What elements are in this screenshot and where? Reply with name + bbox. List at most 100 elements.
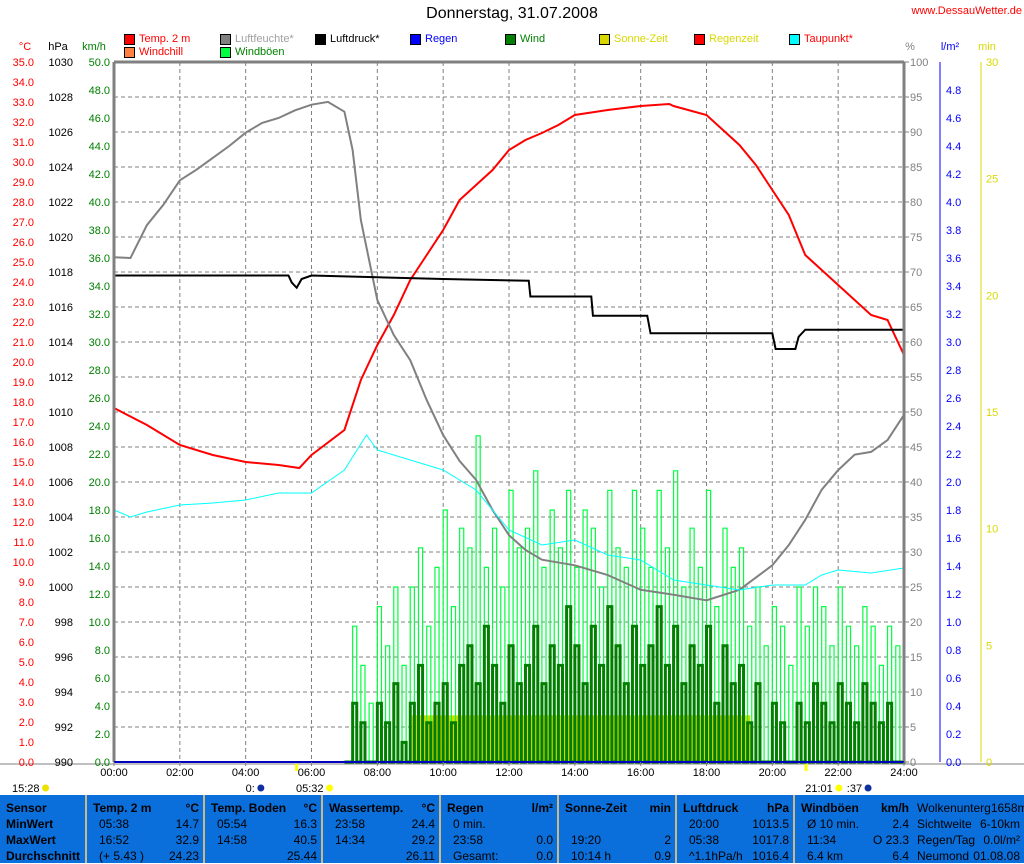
tick-label-temp: 14.0 xyxy=(13,477,34,489)
site-link[interactable]: www.DessauWetter.de xyxy=(911,5,1022,17)
legend-swatch xyxy=(220,46,231,58)
tick-label-wind: 40.0 xyxy=(89,197,110,209)
series-luftfeuchte- xyxy=(113,100,905,602)
cell-time: Ø 10 min. xyxy=(807,817,860,831)
stats-column: Temp. 2 m °C 05:38 14.7 16:52 32.9 (+ 5.43 ) 24… xyxy=(87,795,205,863)
tick-label-wind: 34.0 xyxy=(89,281,110,293)
series-taupunkt- xyxy=(113,434,905,591)
tick-label-humidity: 55 xyxy=(910,372,922,384)
tick-label-humidity: 25 xyxy=(910,582,922,594)
stats-column: Temp. Boden °C 05:54 16.3 14:58 40.5 25.44 xyxy=(205,795,323,863)
cell-value: 32.9 xyxy=(175,833,199,847)
cell-value: 40.5 xyxy=(293,833,317,847)
tick-label-pressure: 1026 xyxy=(49,127,73,139)
cell-value: 2.4 xyxy=(892,817,909,831)
legend-label: Regenzeit xyxy=(709,33,759,45)
tick-label-pressure: 1018 xyxy=(49,267,73,279)
x-tick-label: 16:00 xyxy=(627,767,655,779)
series-luftdruck- xyxy=(114,274,904,350)
tick-label-pressure: 1024 xyxy=(49,162,73,174)
tick-label-pressure: 1010 xyxy=(49,407,73,419)
column-unit: l/m² xyxy=(531,801,553,815)
tick-label-pressure: 1008 xyxy=(49,442,73,454)
stats-column: Sonne-Zeit min 19:20 2 10:14 h 0.9 xyxy=(559,795,677,863)
tick-label-humidity: 80 xyxy=(910,197,922,209)
tick-label-humidity: 70 xyxy=(910,267,922,279)
legend-swatch xyxy=(220,33,231,45)
tick-label-wind: 42.0 xyxy=(89,169,110,181)
tick-label-temp: 35.0 xyxy=(13,57,34,69)
row-label: MinWert xyxy=(6,817,54,831)
x-tick-label: 14:00 xyxy=(561,767,589,779)
cell-time: 23:58 xyxy=(453,833,484,847)
tick-label-humidity: 35 xyxy=(910,512,922,524)
legend-label: Taupunkt* xyxy=(804,33,853,45)
tick-label-wind: 24.0 xyxy=(89,421,110,433)
sensor-header: Sensor xyxy=(6,801,47,815)
info-label: Regen/Tag xyxy=(917,833,976,847)
cell-time: 6.4 km xyxy=(807,849,844,863)
legend-swatch xyxy=(505,33,516,45)
tick-label-rain: 2.8 xyxy=(946,365,961,377)
column-unit: min xyxy=(649,801,671,815)
tick-label-humidity: 50 xyxy=(910,407,922,419)
tick-label-wind: 50.0 xyxy=(89,57,110,69)
tick-label-rain: 3.6 xyxy=(946,253,961,265)
tick-label-humidity: 20 xyxy=(910,617,922,629)
tick-label-rain: 2.6 xyxy=(946,393,961,405)
tick-label-rain: 0.8 xyxy=(946,645,961,657)
info-label: Wolkenunterg xyxy=(917,801,991,815)
tick-label-temp: 6.0 xyxy=(19,637,34,649)
column-header: Luftdruck xyxy=(683,801,739,815)
cell-value: 1013.5 xyxy=(752,817,789,831)
tick-label-humidity: 85 xyxy=(910,162,922,174)
tick-label-humidity: 60 xyxy=(910,337,922,349)
tick-label-pressure: 998 xyxy=(55,617,73,629)
legend-swatch xyxy=(315,33,326,45)
tick-label-rain: 4.2 xyxy=(946,169,961,181)
cell-value: 25.44 xyxy=(286,849,317,863)
cell-value: 2 xyxy=(664,833,671,847)
tick-label-wind: 30.0 xyxy=(89,337,110,349)
cell-time: 14:34 xyxy=(335,833,366,847)
legend-swatch xyxy=(124,33,135,45)
tick-label-rain: 0.0 xyxy=(946,757,961,769)
tick-label-temp: 25.0 xyxy=(13,257,34,269)
axis-unit-humidity: % xyxy=(905,41,915,53)
tick-label-humidity: 10 xyxy=(910,687,922,699)
legend-item: Windböen xyxy=(220,46,285,58)
tick-label-humidity: 65 xyxy=(910,302,922,314)
cell-time: 20:00 xyxy=(689,817,720,831)
tick-label-wind: 20.0 xyxy=(89,477,110,489)
legend-item: Luftdruck* xyxy=(315,33,380,45)
moon-icon xyxy=(864,784,872,792)
tick-label-humidity: 90 xyxy=(910,127,922,139)
tick-label-temp: 13.0 xyxy=(13,497,34,509)
tick-label-temp: 16.0 xyxy=(13,437,34,449)
x-tick-label: 10:00 xyxy=(429,767,457,779)
cell-value: 26.11 xyxy=(405,849,435,863)
x-tick-label: 06:00 xyxy=(298,767,326,779)
legend-item: Luftfeuchte* xyxy=(220,33,294,45)
info-value: 6-10km xyxy=(979,817,1020,831)
legend-swatch xyxy=(124,46,135,58)
x-tick-label: 04:00 xyxy=(232,767,260,779)
tick-label-temp: 0.0 xyxy=(19,757,34,769)
tick-label-wind: 16.0 xyxy=(89,533,110,545)
tick-label-temp: 28.0 xyxy=(13,197,34,209)
tick-label-wind: 4.0 xyxy=(95,701,110,713)
tick-label-sun: 5 xyxy=(986,640,992,652)
cell-value: 16.3 xyxy=(293,817,317,831)
tick-label-humidity: 95 xyxy=(910,92,922,104)
tick-label-wind: 10.0 xyxy=(89,617,110,629)
x-tick-label: 24:00 xyxy=(890,767,918,779)
tick-label-temp: 7.0 xyxy=(19,617,34,629)
cell-time: 23:58 xyxy=(335,817,366,831)
tick-label-temp: 34.0 xyxy=(13,77,34,89)
legend-item: Sonne-Zeit xyxy=(599,33,668,45)
chart-title: Donnerstag, 31.07.2008 xyxy=(426,5,598,22)
tick-label-rain: 3.4 xyxy=(946,281,961,293)
tick-label-temp: 2.0 xyxy=(19,717,34,729)
stats-column: Windböen km/h Ø 10 min. 2.4 11:34 O 23.3 6.4 k… xyxy=(795,795,913,863)
column-unit: km/h xyxy=(880,801,909,815)
